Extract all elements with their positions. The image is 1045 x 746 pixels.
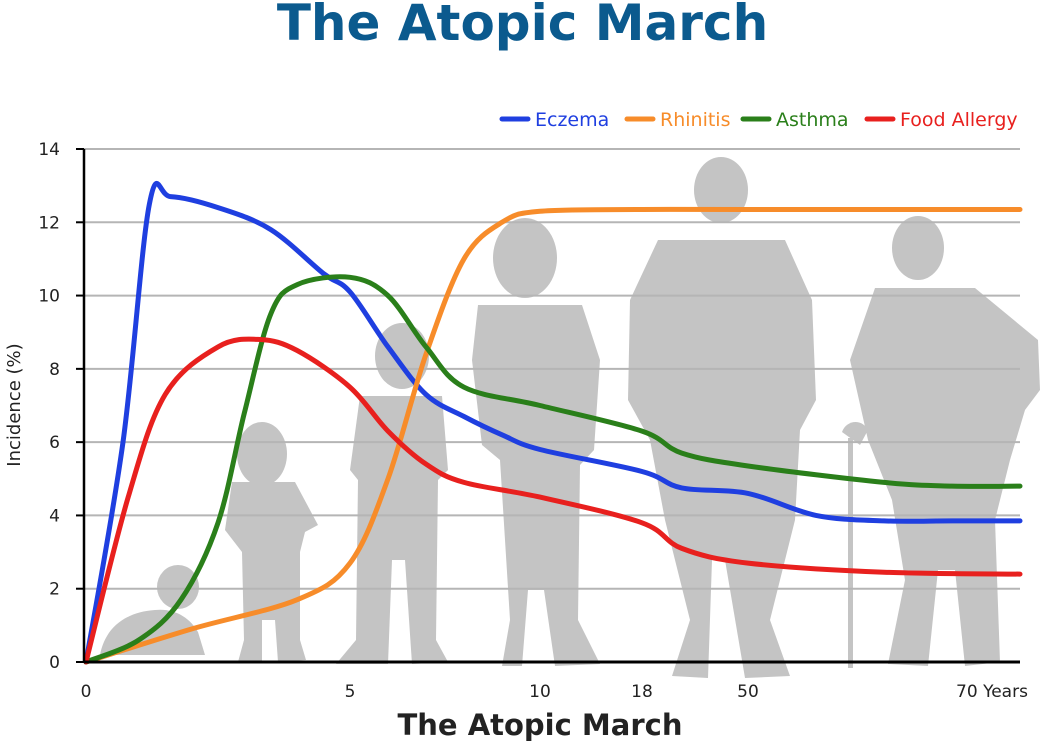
y-tick-label: 8 <box>49 360 60 380</box>
preteen-silhouette-icon <box>472 218 600 666</box>
legend-label-food-allergy: Food Allergy <box>900 109 1018 131</box>
x-tick-label: 0 <box>81 682 92 702</box>
adult-silhouette-icon <box>628 157 816 678</box>
x-tick-label: 50 <box>737 682 759 702</box>
y-tick-label: 4 <box>49 506 60 526</box>
series-line-food-allergy <box>83 336 1023 665</box>
toddler-silhouette-icon <box>225 422 318 662</box>
x-tick-label: 5 <box>345 682 356 702</box>
x-axis-ticks: 0 5 10 18 50 70 Years <box>81 682 1028 702</box>
legend-label-rhinitis: Rhinitis <box>660 109 730 131</box>
x-axis-label: The Atopic March <box>398 708 683 742</box>
series-line-eczema <box>83 181 1023 665</box>
series-line-rhinitis <box>83 206 1023 665</box>
x-tick-label: 70 Years <box>956 682 1028 702</box>
y-tick-label: 0 <box>49 653 60 673</box>
series-lines <box>83 181 1023 665</box>
walking-cane-icon <box>848 438 853 668</box>
y-tick-label: 12 <box>38 213 60 233</box>
y-axis-label: Incidence (%) <box>4 343 25 466</box>
child-silhouette-icon <box>336 323 448 664</box>
y-tick-label: 2 <box>49 580 60 600</box>
series-line-asthma <box>83 274 1023 665</box>
legend-label-eczema: Eczema <box>535 109 609 131</box>
legend-label-asthma: Asthma <box>776 109 849 131</box>
x-tick-label: 18 <box>631 682 653 702</box>
y-tick-label: 10 <box>38 287 60 307</box>
y-tick-label: 6 <box>49 433 60 453</box>
axes <box>82 149 1020 664</box>
y-tick-label: 14 <box>38 140 60 160</box>
x-tick-label: 10 <box>529 682 551 702</box>
y-axis-ticks: 0 2 4 6 8 10 12 14 <box>38 140 84 673</box>
legend: Eczema Rhinitis Asthma Food Allergy <box>499 109 1018 131</box>
page-title: The Atopic March <box>276 0 769 52</box>
